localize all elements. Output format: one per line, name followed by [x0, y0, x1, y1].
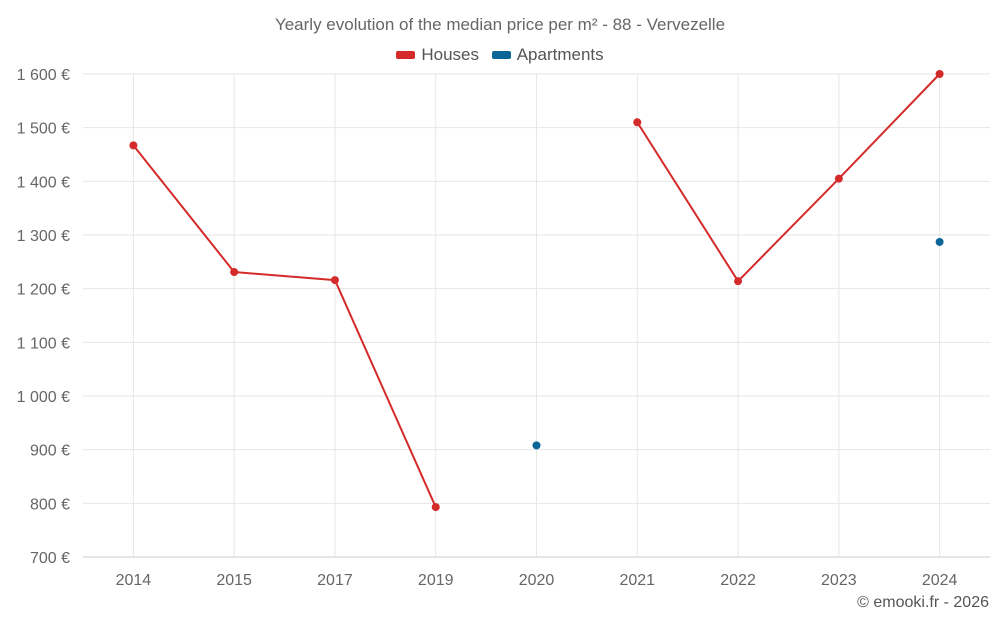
chart-title: Yearly evolution of the median price per… [274, 15, 726, 34]
data-point-houses-2022 [734, 277, 743, 286]
y-tick-label: 800 € [30, 496, 70, 513]
legend-label-houses: Houses [421, 45, 479, 64]
series-line-houses [132, 144, 437, 508]
x-tick-label: 2023 [821, 572, 857, 589]
legend-swatch-houses [396, 51, 416, 59]
y-tick-label: 1 500 € [17, 121, 70, 138]
y-tick-label: 1 300 € [17, 228, 70, 245]
x-tick-label: 2024 [922, 572, 958, 589]
x-tick-label: 2022 [720, 572, 756, 589]
x-tick-label: 2020 [519, 572, 555, 589]
data-point-houses-2014 [129, 141, 138, 150]
data-point-houses-2015 [230, 268, 239, 277]
y-tick-label: 700 € [30, 550, 70, 567]
copyright-credit: © emooki.fr - 2026 [857, 594, 989, 611]
legend-item-houses[interactable]: Houses [396, 45, 479, 65]
x-tick-label: 2014 [116, 572, 152, 589]
data-point-houses-2021 [633, 118, 642, 127]
chart-legend: Houses Apartments [0, 44, 1000, 65]
y-tick-label: 1 100 € [17, 335, 70, 352]
data-point-houses-2023 [834, 174, 843, 183]
x-tick-label: 2019 [418, 572, 454, 589]
x-tick-label: 2015 [216, 572, 252, 589]
y-tick-label: 900 € [30, 443, 70, 460]
y-tick-label: 1 600 € [17, 67, 70, 84]
y-tick-label: 1 400 € [17, 174, 70, 191]
x-tick-label: 2017 [317, 572, 353, 589]
legend-item-apartments[interactable]: Apartments [491, 45, 604, 65]
data-point-apartments-2024 [935, 237, 944, 246]
y-tick-label: 1 200 € [17, 282, 70, 299]
data-point-houses-2019 [431, 503, 440, 512]
data-point-houses-2024 [935, 70, 944, 78]
legend-label-apartments: Apartments [516, 45, 604, 64]
x-tick-label: 2021 [619, 572, 655, 589]
series-line-houses [636, 73, 941, 283]
data-point-apartments-2020 [532, 441, 541, 450]
data-point-houses-2017 [330, 276, 339, 285]
legend-swatch-apartments [491, 51, 511, 59]
y-tick-label: 1 000 € [17, 389, 70, 406]
